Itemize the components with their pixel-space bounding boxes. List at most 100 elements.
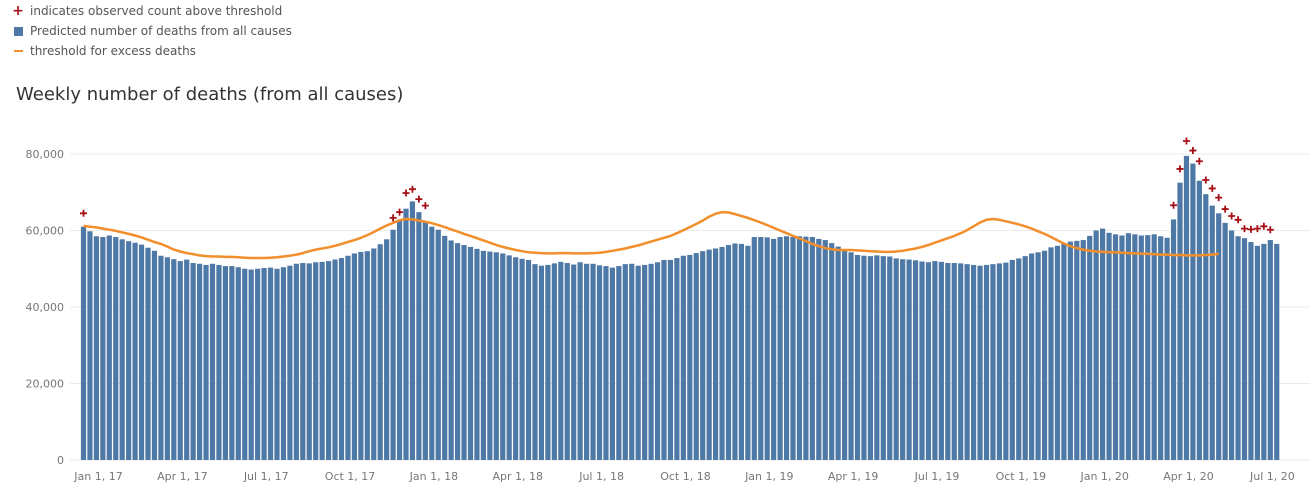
bar — [1003, 262, 1009, 460]
y-tick-label: 20,000 — [26, 378, 65, 391]
y-tick-label: 60,000 — [26, 225, 65, 238]
bar — [861, 255, 867, 460]
bar — [145, 247, 151, 460]
bar — [519, 258, 525, 460]
bar — [513, 257, 519, 460]
bar — [474, 248, 480, 460]
bar — [1132, 234, 1138, 460]
bar — [1177, 182, 1183, 460]
bar — [622, 264, 628, 460]
bar — [1222, 222, 1228, 460]
bar — [1074, 240, 1080, 460]
y-axis-ticks: 0 20,000 40,000 60,000 80,000 — [26, 148, 65, 467]
bar — [1196, 180, 1202, 460]
bar — [1106, 232, 1112, 460]
bar — [790, 237, 796, 460]
bar — [151, 250, 158, 460]
bar — [1093, 230, 1099, 460]
bar — [1125, 233, 1131, 460]
bar — [732, 243, 738, 460]
bar — [874, 255, 880, 460]
bar — [1209, 205, 1215, 460]
chart-legend: + indicates observed count above thresho… — [11, 1, 292, 61]
above-threshold-marker — [1189, 147, 1197, 155]
bar — [216, 264, 222, 460]
above-threshold-marker — [1215, 194, 1223, 202]
bar — [493, 252, 499, 460]
bar — [938, 261, 944, 460]
bar — [693, 253, 699, 460]
bar — [1067, 241, 1073, 460]
above-threshold-marker — [1253, 225, 1261, 233]
bar — [100, 237, 106, 460]
bar — [480, 250, 486, 460]
bar — [893, 258, 899, 460]
bar — [603, 266, 609, 460]
bar — [777, 237, 783, 460]
bar — [1164, 237, 1170, 460]
bar — [848, 252, 854, 460]
bar — [1100, 228, 1106, 460]
x-tick-label: Oct 1, 17 — [325, 470, 376, 483]
bar — [1029, 253, 1035, 460]
bar — [80, 226, 87, 460]
x-tick-label: Jan 1, 18 — [409, 470, 458, 483]
above-threshold-marker — [1221, 205, 1229, 213]
bar — [713, 248, 719, 460]
legend-item-predicted: Predicted number of deaths from all caus… — [11, 21, 292, 41]
bar — [609, 267, 615, 460]
above-threshold-marker — [1228, 212, 1236, 220]
bar — [1216, 213, 1222, 460]
bar — [442, 235, 448, 460]
bar — [796, 236, 803, 460]
bar — [371, 248, 377, 460]
bar — [700, 251, 706, 460]
bar — [887, 256, 893, 460]
bar — [648, 263, 654, 460]
above-threshold-marker — [1195, 157, 1203, 165]
bar — [487, 251, 493, 460]
bar — [403, 208, 409, 460]
bar — [925, 262, 932, 460]
bar — [274, 268, 280, 460]
bar — [500, 253, 506, 460]
bar — [783, 236, 790, 460]
plus-marker-icon: + — [12, 3, 24, 19]
x-tick-label: Jul 1, 18 — [578, 470, 624, 483]
bar — [242, 268, 248, 460]
bar — [171, 259, 177, 460]
bar — [996, 263, 1002, 460]
bar — [93, 236, 99, 460]
above-threshold-marker — [1234, 216, 1242, 224]
bar — [1035, 252, 1041, 460]
bar — [209, 263, 216, 460]
x-tick-label: Apr 1, 19 — [828, 470, 879, 483]
bar — [293, 263, 299, 460]
bar — [971, 264, 977, 460]
bar — [571, 264, 577, 460]
bar — [977, 265, 983, 460]
bar — [138, 244, 145, 460]
bar — [558, 261, 564, 460]
bar — [1119, 235, 1125, 460]
bar — [132, 242, 138, 460]
bar — [706, 249, 712, 460]
bar — [1054, 245, 1061, 460]
bar — [396, 220, 403, 460]
bar — [964, 264, 970, 460]
bar — [577, 262, 583, 460]
bar — [306, 263, 312, 460]
x-tick-label: Jul 1, 20 — [1249, 470, 1295, 483]
bar — [680, 255, 686, 460]
bar — [616, 266, 622, 460]
bar — [596, 265, 603, 460]
x-tick-label: Jan 1, 20 — [1079, 470, 1128, 483]
bar — [654, 262, 661, 460]
above-threshold-marker — [1247, 225, 1255, 233]
bar — [409, 201, 416, 460]
bar — [164, 257, 170, 460]
bar — [461, 245, 467, 460]
bar — [338, 258, 345, 460]
bar — [364, 251, 370, 460]
bar — [900, 259, 906, 460]
